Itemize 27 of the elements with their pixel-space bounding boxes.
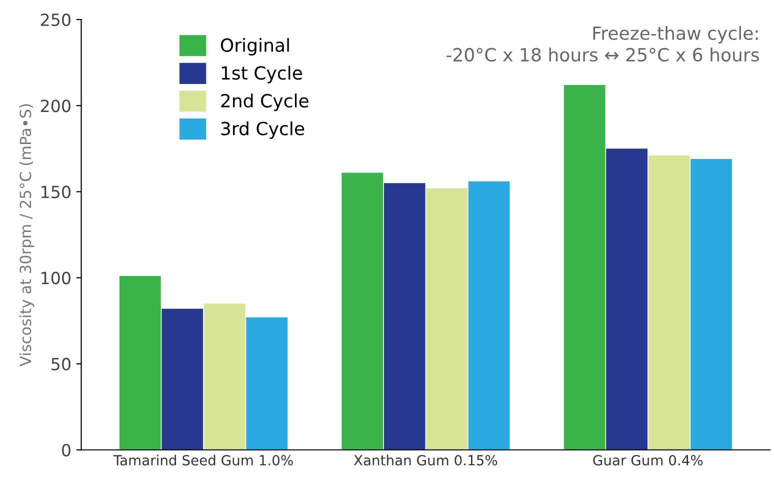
bar — [342, 172, 384, 450]
bar — [162, 308, 204, 450]
y-tick-label: 250 — [40, 14, 70, 26]
bar — [564, 84, 606, 450]
annotation: Freeze-thaw cycle: -20°C x 18 hours ↔ 25°C x 6 hours — [446, 26, 759, 62]
legend-label: Original — [220, 38, 289, 56]
x-tick-label: Xanthan Gum 0.15% — [354, 454, 498, 466]
y-tick-label: 100 — [42, 272, 70, 284]
legend-label: 2nd Cycle — [221, 94, 308, 112]
y-tick-label: 200 — [40, 100, 70, 112]
y-tick-label: 50 — [52, 358, 70, 370]
bar — [246, 317, 288, 450]
bar — [426, 188, 468, 450]
bar — [690, 158, 732, 450]
bar — [119, 276, 161, 450]
x-tick-label: Tamarind Seed Gum 1.0% — [113, 454, 293, 466]
x-tick-label: Guar Gum 0.4% — [593, 454, 703, 466]
y-axis-title: Viscosity at 30rpm / 25°C (mPa•S) — [19, 104, 34, 366]
bar — [384, 183, 426, 450]
legend-label: 3rd Cycle — [221, 121, 304, 139]
y-tick-label: 0 — [62, 444, 70, 456]
bar — [204, 304, 246, 450]
legend-label: 1st Cycle — [222, 66, 302, 84]
bar — [648, 156, 690, 450]
y-tick-label: 150 — [42, 186, 70, 198]
bar — [468, 181, 510, 450]
bar — [606, 148, 648, 450]
